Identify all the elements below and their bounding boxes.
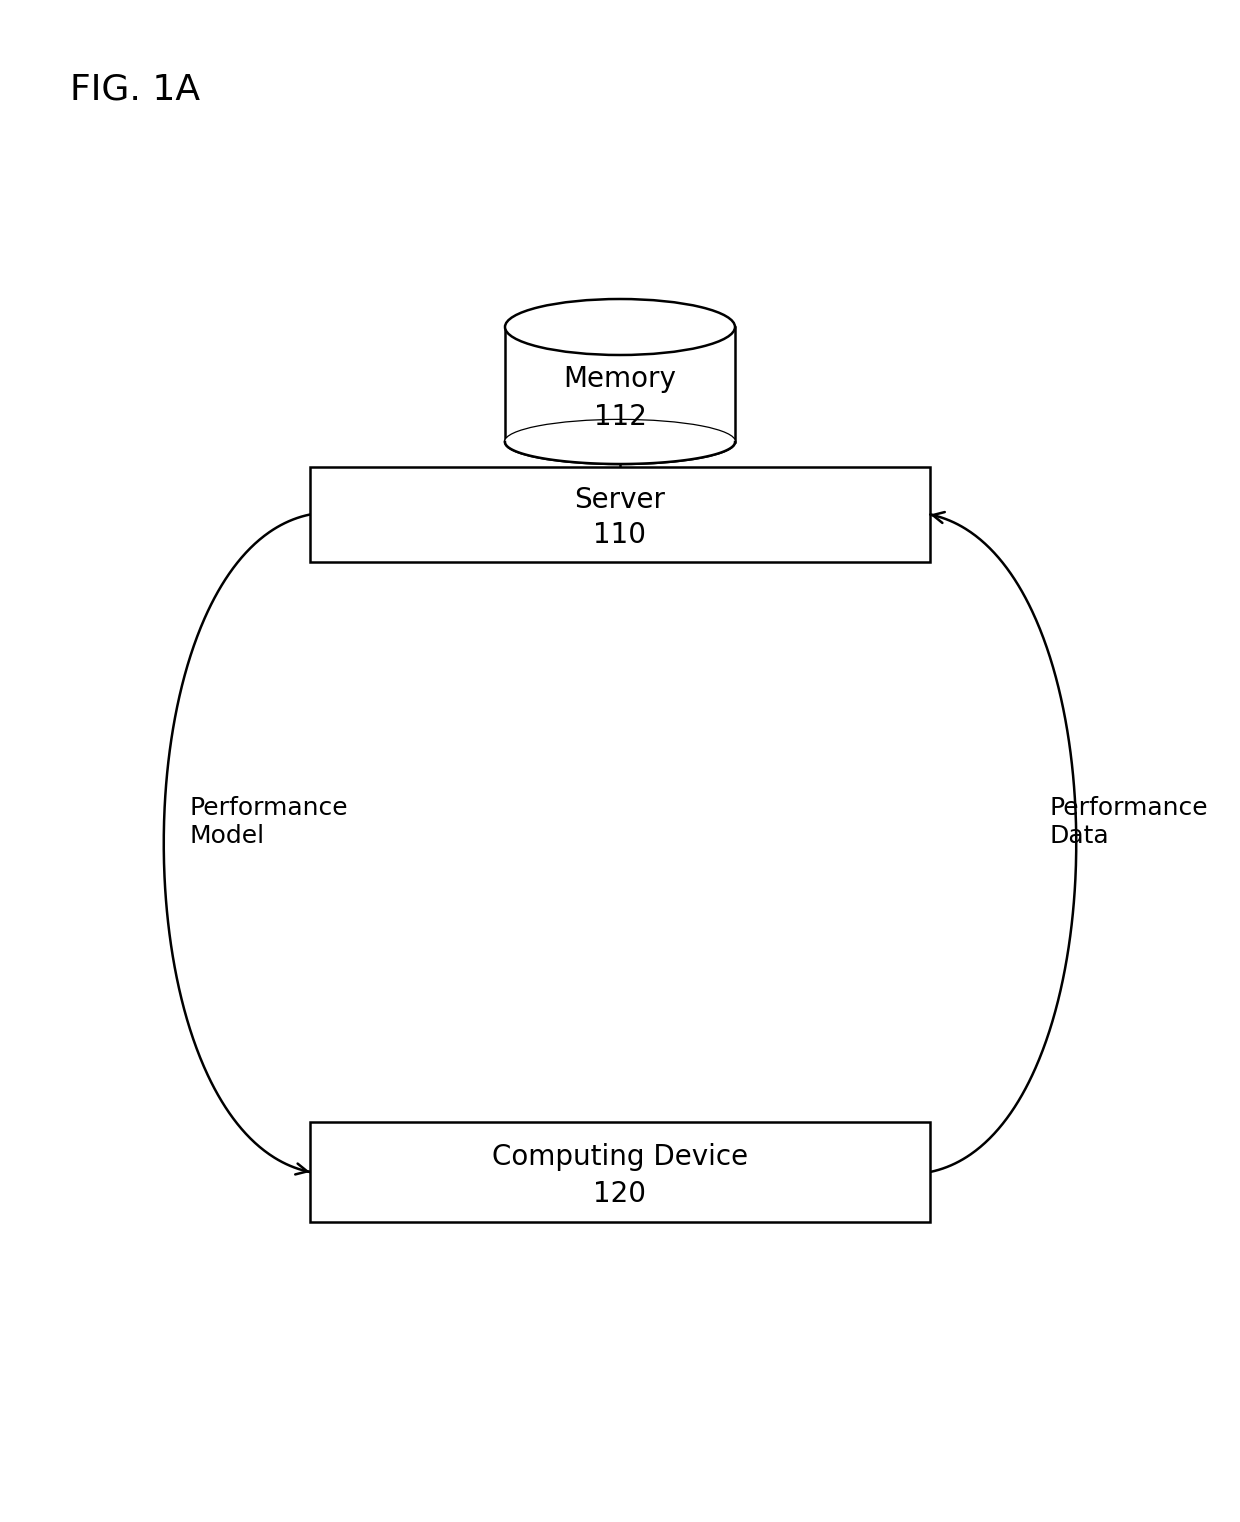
Bar bbox=[310, 467, 930, 562]
Text: Server: Server bbox=[574, 486, 666, 514]
Text: 110: 110 bbox=[594, 522, 646, 549]
Text: 120: 120 bbox=[594, 1180, 646, 1208]
Text: FIG. 1A: FIG. 1A bbox=[69, 72, 200, 107]
Bar bbox=[505, 327, 735, 441]
Text: Performance
Model: Performance Model bbox=[190, 796, 348, 848]
Ellipse shape bbox=[505, 420, 735, 464]
Text: 112: 112 bbox=[594, 403, 646, 431]
Bar bbox=[310, 1122, 930, 1222]
Text: Memory: Memory bbox=[563, 365, 677, 393]
Text: Computing Device: Computing Device bbox=[492, 1143, 748, 1170]
Ellipse shape bbox=[505, 298, 735, 355]
Text: Performance
Data: Performance Data bbox=[1050, 796, 1209, 848]
